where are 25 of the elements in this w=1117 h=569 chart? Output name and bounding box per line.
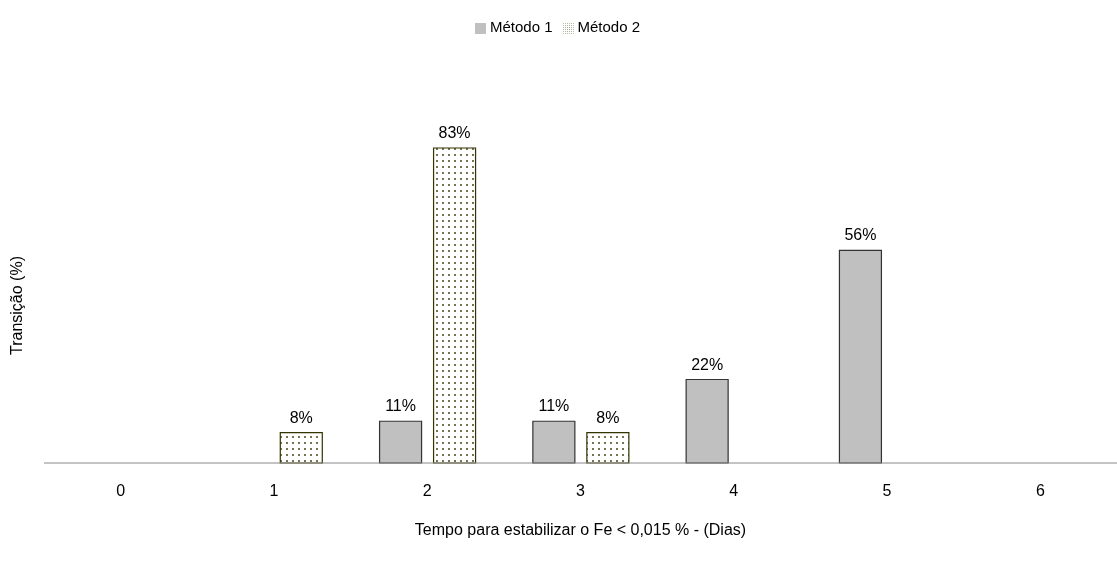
data-label: 11% — [538, 397, 570, 415]
bar — [586, 432, 630, 464]
x-tick-label: 4 — [729, 482, 739, 500]
data-label: 22% — [691, 355, 724, 373]
data-label: 8% — [289, 408, 313, 426]
legend-label: Método 2 — [577, 18, 641, 35]
bar — [838, 249, 883, 464]
x-axis-title: Tempo para estabilizar o Fe < 0,015 % - (Dias) — [414, 521, 747, 538]
x-tick-label: 1 — [269, 482, 279, 500]
bar — [279, 432, 323, 464]
bar — [432, 147, 477, 464]
x-tick-label: 5 — [882, 482, 892, 500]
bar — [685, 378, 729, 464]
x-tick-label: 6 — [1035, 482, 1045, 500]
bar — [532, 420, 576, 464]
data-label: 83% — [438, 124, 471, 141]
data-label: 56% — [844, 226, 877, 244]
x-tick-label: 3 — [576, 482, 586, 500]
x-tick-label: 2 — [422, 482, 432, 500]
data-label: 8% — [596, 408, 620, 426]
y-axis-title: Transição (%) — [7, 256, 25, 355]
data-label: 11% — [385, 397, 416, 415]
x-tick-label: 0 — [116, 482, 126, 500]
legend-label: Método 1 — [489, 18, 553, 35]
bar — [378, 420, 423, 464]
